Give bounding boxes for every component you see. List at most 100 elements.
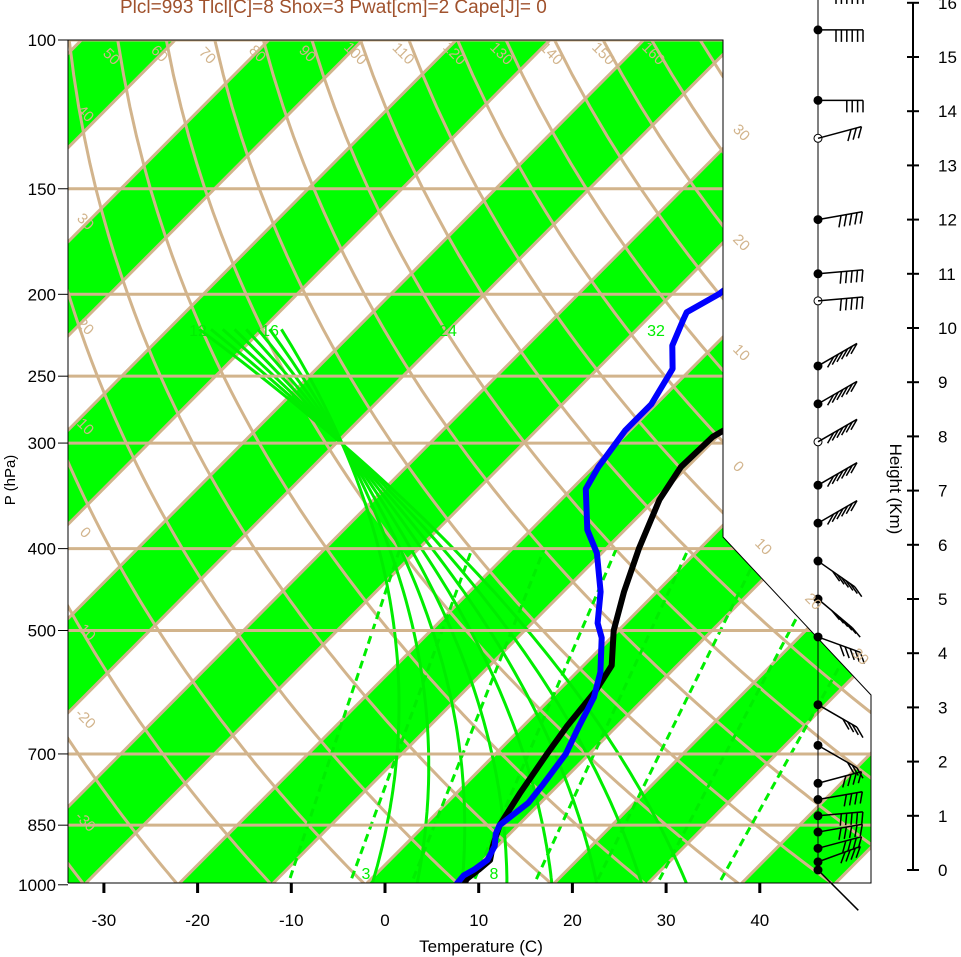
wind-barb-feather xyxy=(836,389,844,401)
isotherm-line xyxy=(68,40,270,883)
y-tick-label: 500 xyxy=(28,621,56,640)
y-tick-label: 100 xyxy=(28,31,56,50)
wind-barb-staff xyxy=(817,811,863,817)
wind-barb-feather xyxy=(845,465,853,477)
y-tick-label: 1000 xyxy=(18,876,56,895)
wind-barb-feather xyxy=(850,343,858,355)
wind-barb-feather xyxy=(849,583,858,595)
wind-barb-feather xyxy=(847,839,852,852)
height-tick-label: 0 xyxy=(938,861,947,880)
height-tick-label: 4 xyxy=(938,644,947,663)
dry-adiabat xyxy=(68,40,385,883)
moist-adiabat xyxy=(245,328,509,883)
wind-barb-feather xyxy=(856,767,864,779)
wind-barb-feather xyxy=(859,652,866,664)
wind-barb-feather xyxy=(826,356,835,368)
moist-adiabat xyxy=(268,328,431,883)
dry-adiabat xyxy=(116,40,670,883)
wind-barb-feather xyxy=(854,212,858,225)
y-tick-label: 200 xyxy=(28,285,56,304)
wind-barb-feather xyxy=(848,793,853,806)
isotherm-band xyxy=(68,40,550,883)
wind-barb-staff xyxy=(817,835,862,850)
wind-barb-feather xyxy=(844,813,848,826)
y-tick-label: 400 xyxy=(28,540,56,559)
wind-barb-feather xyxy=(839,298,843,311)
wind-barb-feather xyxy=(854,586,863,598)
y-tick-label: 850 xyxy=(28,816,56,835)
x-tick-label: 20 xyxy=(563,911,582,930)
mixing-ratio-line xyxy=(645,547,835,883)
wind-barb-feather xyxy=(836,427,844,439)
isotherm-line xyxy=(721,40,871,883)
wind-barb-feather xyxy=(835,613,845,624)
dry-adiabat xyxy=(261,40,871,883)
wind-barb-feather xyxy=(840,386,849,398)
mixing-ratio-label: 3 xyxy=(362,866,371,883)
isotherm-line xyxy=(68,40,739,883)
wind-barb-feather xyxy=(843,620,853,631)
height-tick-label: 1 xyxy=(938,807,947,826)
isotherm-line xyxy=(68,40,364,883)
height-tick-label: 5 xyxy=(938,590,947,609)
wind-barb-feather xyxy=(844,271,848,284)
wind-barb-feather xyxy=(846,762,855,774)
wind-barb-feather xyxy=(847,623,857,635)
moist-adiabat xyxy=(256,328,467,883)
wind-barb-feather xyxy=(850,462,858,474)
height-tick-label: 9 xyxy=(938,373,947,392)
wind-barb-staff xyxy=(817,269,863,275)
wind-barb-feather xyxy=(851,764,859,776)
dry-adiabat xyxy=(358,40,871,883)
height-tick-label: 15 xyxy=(938,48,957,67)
y-tick-label: 150 xyxy=(28,180,56,199)
x-tick-label: 10 xyxy=(469,911,488,930)
isotherm-line xyxy=(68,40,552,883)
wind-barb-staff xyxy=(817,704,858,728)
height-tick-label: 6 xyxy=(938,536,947,555)
height-tick-label: 7 xyxy=(938,482,947,501)
wind-barb-feather xyxy=(855,812,859,825)
wind-barb-staff xyxy=(817,125,862,140)
wind-barb-feather xyxy=(844,298,848,311)
wind-barb-feather xyxy=(838,215,842,228)
wind-barb-feather xyxy=(840,424,849,436)
isotherm-band xyxy=(68,40,871,883)
mixing-ratio-line xyxy=(341,548,474,883)
wind-barb-feather xyxy=(852,127,857,140)
mixing-ratio-label: 32 xyxy=(647,323,665,340)
mixing-ratio-line xyxy=(706,547,871,883)
moist-adiabat xyxy=(221,328,602,883)
wind-barb-feather xyxy=(850,270,853,283)
moist-adiabat xyxy=(233,328,556,883)
x-tick-label: -30 xyxy=(92,911,117,930)
y-tick-label: 300 xyxy=(28,434,56,453)
height-tick-label: 8 xyxy=(938,427,947,446)
wind-barb-feather xyxy=(861,269,864,282)
wind-barb-feather xyxy=(847,129,852,142)
wind-barb-feather xyxy=(841,840,847,853)
wind-barb-feather xyxy=(831,353,839,366)
wind-barb-feather xyxy=(838,827,842,840)
y-axis-label: P (hPa) xyxy=(2,455,19,506)
dry-adiabat xyxy=(68,40,195,883)
isotherm-line xyxy=(627,40,871,883)
mask-right xyxy=(723,40,961,957)
wind-barb-staff xyxy=(817,296,863,302)
wind-barb-staff xyxy=(817,823,863,833)
wind-barb-feather xyxy=(845,502,853,515)
wind-barb-feather xyxy=(841,775,847,788)
wind-barb-feather xyxy=(836,351,844,363)
wind-barb-feather xyxy=(850,500,858,512)
wind-barb-feather xyxy=(852,772,857,785)
height-tick-label: 14 xyxy=(938,102,957,121)
wind-barb-feather xyxy=(861,811,864,824)
wind-barb-feather xyxy=(843,214,848,227)
wind-barb-feather xyxy=(847,774,852,787)
wind-barb-feather xyxy=(850,381,858,393)
height-tick-label: 11 xyxy=(938,265,956,284)
wind-barb-feather xyxy=(857,126,863,139)
wind-barb-feather xyxy=(840,505,849,517)
wind-barb-feather xyxy=(854,825,858,838)
